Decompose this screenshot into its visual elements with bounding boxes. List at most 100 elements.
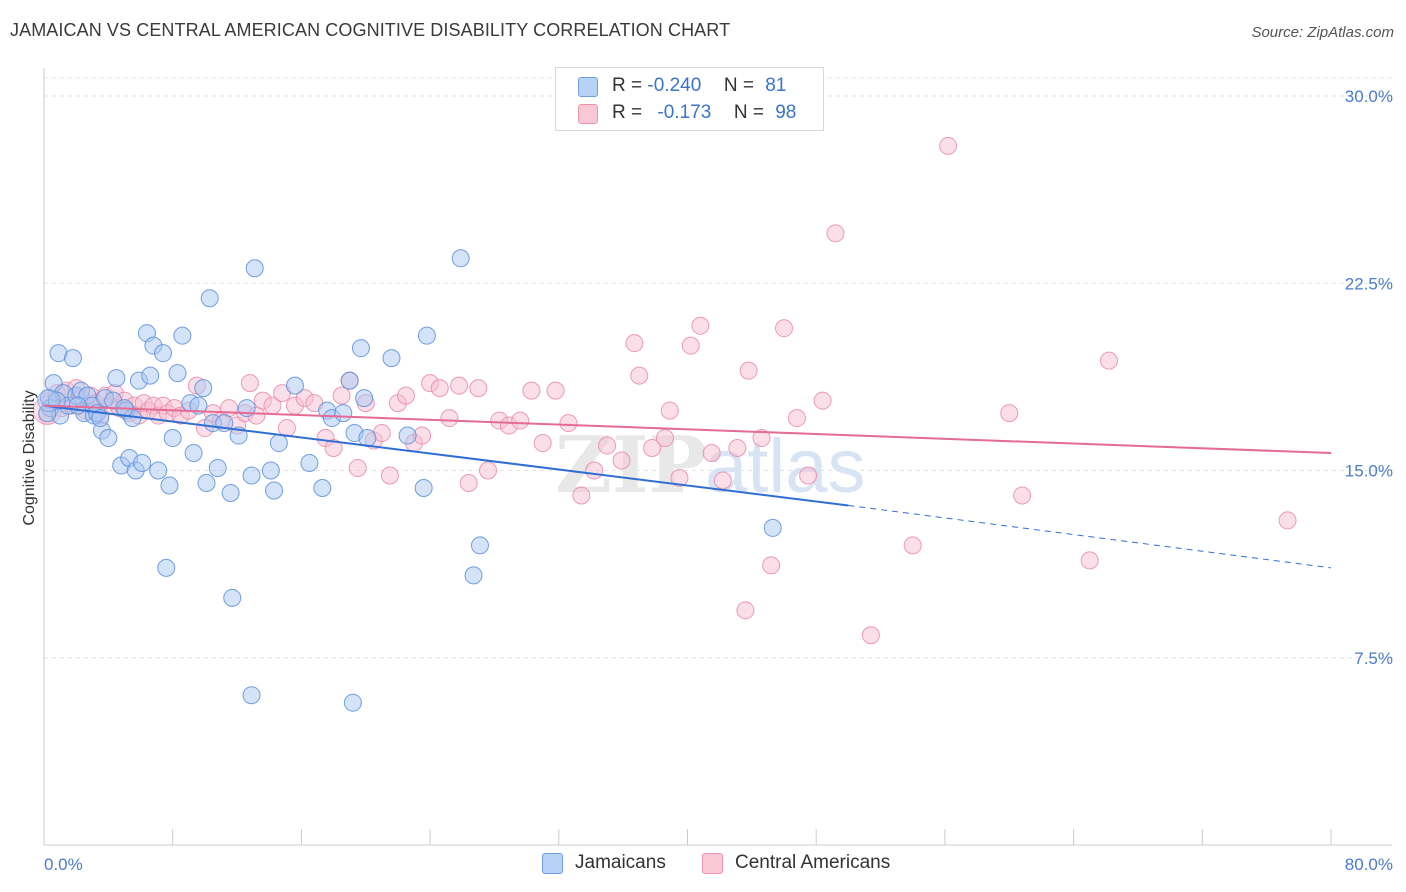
axes — [43, 68, 1392, 846]
jamaicans-point — [355, 389, 374, 408]
central-americans-point — [736, 601, 755, 620]
central-americans-point — [813, 391, 832, 410]
legend-n-value-jamaicans: 81 — [765, 75, 787, 96]
legend-n-value-central-americans: 98 — [775, 102, 797, 123]
central-americans-point — [612, 451, 631, 470]
legend-swatch-pink — [702, 853, 723, 874]
jamaicans-point — [470, 536, 489, 555]
central-americans-point — [799, 466, 818, 485]
jamaicans-point — [154, 344, 173, 363]
legend-r-value-central-americans: -0.173 — [657, 102, 712, 123]
central-americans-point — [440, 409, 459, 428]
central-americans-point — [348, 459, 367, 478]
central-americans-point — [670, 468, 689, 487]
jamaicans-point — [133, 454, 152, 473]
legend-r-label: R = — [612, 102, 643, 123]
central-americans-point — [380, 466, 399, 485]
central-americans-point — [826, 224, 845, 243]
jamaicans-point — [141, 366, 160, 385]
tick-labels: 7.5% 15.0% 22.5% 30.0% 0.0% 80.0% — [44, 87, 1393, 874]
central-americans-point — [752, 429, 771, 448]
y-axis-label: Cognitive Disability — [21, 390, 38, 525]
central-americans-point — [939, 136, 958, 155]
jamaicans-point — [208, 459, 227, 478]
central-americans-point — [430, 379, 449, 398]
watermark-atlas: atlas — [705, 424, 866, 509]
central-americans-point — [572, 486, 591, 505]
jamaicans-point — [313, 478, 332, 497]
y-tick-label: 22.5% — [1345, 274, 1393, 293]
jamaicans-point — [173, 326, 192, 345]
central-americans-point — [533, 434, 552, 453]
jamaicans-point — [242, 466, 261, 485]
central-americans-point — [643, 439, 662, 458]
jamaicans-point — [99, 429, 118, 448]
jamaicans-point — [107, 369, 126, 388]
chart-title: JAMAICAN VS CENTRAL AMERICAN COGNITIVE D… — [10, 20, 731, 40]
jamaicans-point — [464, 566, 483, 585]
central-americans-point — [546, 381, 565, 400]
central-americans-point — [450, 376, 469, 395]
jamaicans-point — [160, 476, 179, 495]
central-americans-point — [332, 386, 351, 405]
jamaicans-point — [157, 558, 176, 577]
jamaicans-points — [37, 249, 782, 712]
central-americans-point — [1000, 404, 1019, 423]
jamaicans-point — [245, 259, 264, 278]
jamaicans-point — [197, 473, 216, 492]
jamaicans-point — [68, 396, 87, 415]
jamaicans-point — [300, 454, 319, 473]
central-americans-point — [1013, 486, 1032, 505]
legend-r-label: R = — [612, 75, 643, 96]
central-americans-points — [32, 136, 1297, 645]
legend-r-value-jamaicans: -0.240 — [647, 75, 702, 96]
jamaicans-point — [200, 289, 219, 308]
central-americans-point — [479, 461, 498, 480]
legend-swatch-blue — [542, 853, 563, 874]
jamaicans-point — [343, 693, 362, 712]
legend-swatch-blue — [578, 77, 598, 97]
jamaicans-point — [351, 339, 370, 358]
jamaicans-point — [382, 349, 401, 368]
legend-label-jamaicans: Jamaicans — [575, 852, 666, 873]
central-americans-point — [762, 556, 781, 575]
central-americans-point — [728, 439, 747, 458]
central-americans-point — [713, 471, 732, 490]
jamaicans-point — [194, 379, 213, 398]
jamaicans-point — [168, 364, 187, 383]
central-americans-point — [630, 366, 649, 385]
legend-n-label: N = — [723, 75, 754, 96]
trend-lines — [43, 404, 1332, 569]
jamaicans-point — [184, 444, 203, 463]
jamaicans-point — [398, 426, 417, 445]
jamaicans-point — [38, 404, 57, 423]
central-americans-point — [220, 399, 239, 418]
y-tick-label: 30.0% — [1345, 87, 1393, 106]
central-americans-point — [1080, 551, 1099, 570]
jamaicans-point — [37, 389, 61, 413]
jamaicans-point — [417, 326, 436, 345]
jamaicans-point — [63, 349, 82, 368]
zipatlas-watermark: ZIP atlas — [555, 420, 866, 511]
legend-n-label: N = — [733, 102, 764, 123]
central-americans-point — [1278, 511, 1297, 530]
y-tick-label: 15.0% — [1345, 462, 1393, 481]
grid-lines — [44, 77, 1392, 659]
jamaicans-trend-line — [43, 404, 849, 507]
jamaicans-point — [149, 461, 168, 480]
jamaicans-point — [242, 686, 261, 705]
central-americans-point — [775, 319, 794, 338]
central-americans-point — [585, 461, 604, 480]
central-americans-point — [240, 374, 259, 393]
central-americans-point — [655, 429, 674, 448]
legend-swatch-pink — [578, 104, 598, 124]
central-americans-point — [511, 411, 530, 430]
central-americans-point — [559, 414, 578, 433]
central-americans-point — [625, 334, 644, 353]
jamaicans-point — [763, 518, 782, 537]
central-americans-point — [702, 444, 721, 463]
central-americans-point — [681, 336, 700, 355]
central-americans-point — [324, 439, 343, 458]
jamaicans-point — [221, 483, 240, 502]
jamaicans-trend-extension — [848, 504, 1332, 569]
